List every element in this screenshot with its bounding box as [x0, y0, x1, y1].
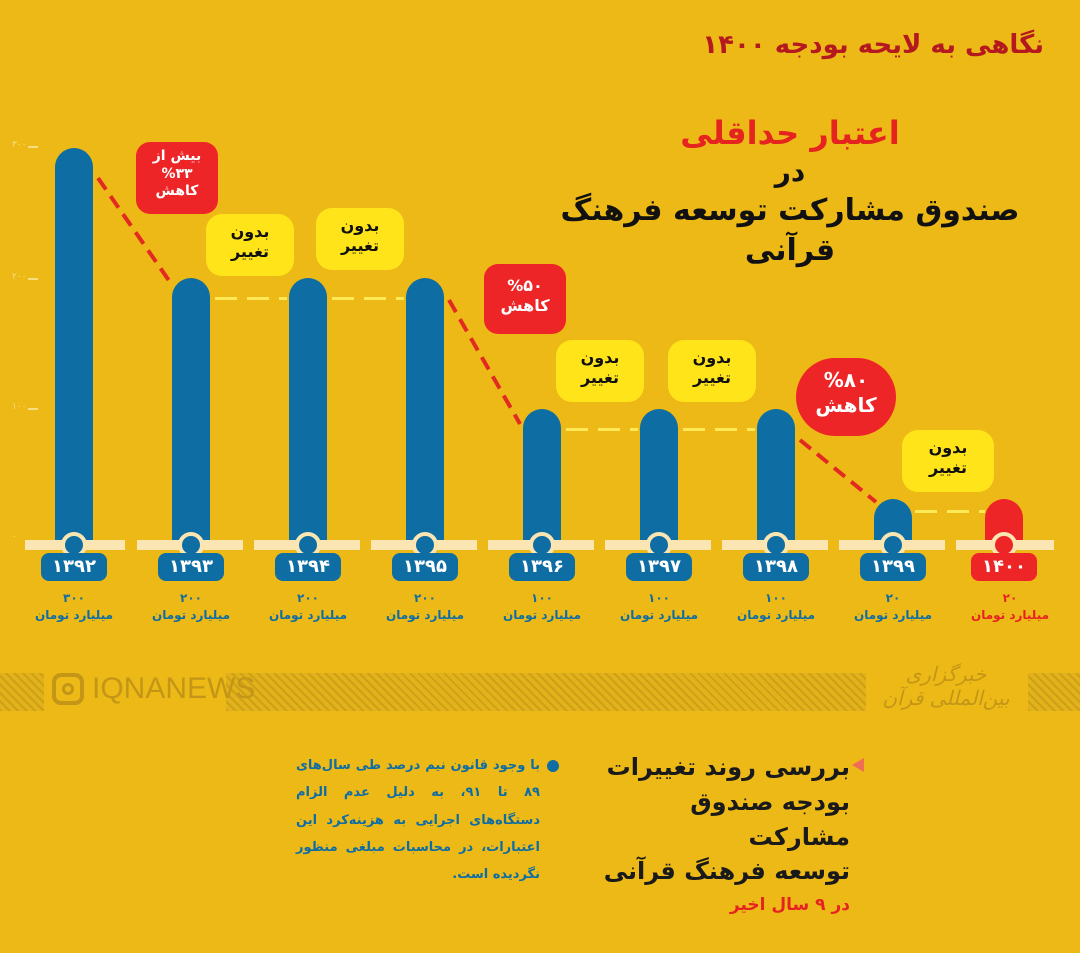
decrease-bubble-50: %۵۰ کاهش	[484, 264, 566, 334]
value-label: ۱۰۰ میلیارد تومان	[502, 591, 582, 622]
year-label: ۱۳۹۶	[509, 553, 575, 581]
instagram-handle: IQNANEWS	[92, 672, 256, 705]
no-change-bubble: بدون تغییر	[206, 214, 294, 276]
arrow-icon	[852, 758, 864, 772]
no-change-line	[683, 428, 755, 431]
y-tick-300: ۳۰۰	[12, 140, 27, 150]
y-tick-100: ۱۰۰	[12, 402, 27, 412]
year-label-highlight: ۱۴۰۰	[971, 553, 1037, 581]
y-tick-mark	[28, 408, 38, 410]
no-change-bubble: بدون تغییر	[902, 430, 994, 492]
bar-1395	[406, 278, 444, 545]
instagram-brand: IQNANEWS	[52, 672, 255, 706]
bar-1397	[640, 409, 678, 545]
bar-1393	[172, 278, 210, 545]
value-label: ۲۰ میلیارد تومان	[853, 591, 933, 622]
no-change-bubble: بدون تغییر	[316, 208, 404, 270]
no-change-bubble: بدون تغییر	[668, 340, 756, 402]
value-label: ۱۰۰ میلیارد تومان	[736, 591, 816, 622]
no-change-line	[215, 297, 287, 300]
y-tick-mark	[28, 146, 38, 148]
y-tick-mark	[28, 278, 38, 280]
no-change-line	[566, 428, 638, 431]
value-label: ۳۰۰ میلیارد تومان	[34, 591, 114, 622]
main-title-line1: اعتبار حداقلی	[680, 114, 900, 152]
no-change-bubble: بدون تغییر	[556, 340, 644, 402]
decrease-bubble-80: %۸۰ کاهش	[796, 358, 896, 436]
year-label: ۱۳۹۴	[275, 553, 341, 581]
pattern-band	[226, 673, 866, 711]
bar-1394	[289, 278, 327, 545]
bar-1398	[757, 409, 795, 545]
year-label: ۱۳۹۵	[392, 553, 458, 581]
year-label: ۱۳۹۹	[860, 553, 926, 581]
decrease-bubble-33: بیش از %۳۳ کاهش	[136, 142, 218, 214]
trend-lines	[96, 176, 878, 504]
top-title: نگاهی به لایحه بودجه ۱۴۰۰	[702, 30, 1044, 60]
value-label: ۲۰۰ میلیارد تومان	[268, 591, 348, 622]
year-label: ۱۳۹۳	[158, 553, 224, 581]
summary: بررسی روند تغییرات بودجه صندوق مشارکت تو…	[600, 750, 850, 918]
footnote: با وجود قانون نیم درصد طی سال‌های ۸۹ تا …	[296, 758, 540, 883]
main-title: اعتبار حداقلی در صندوق مشارکت توسعه فرهن…	[530, 112, 1050, 270]
no-change-line	[915, 510, 985, 513]
value-label-highlight: ۲۰ میلیارد تومان	[970, 591, 1050, 622]
main-title-line2: در	[774, 155, 806, 189]
year-label: ۱۳۹۷	[626, 553, 692, 581]
value-label: ۲۰۰ میلیارد تومان	[385, 591, 465, 622]
year-label: ۱۳۹۲	[41, 553, 107, 581]
year-label: ۱۳۹۸	[743, 553, 809, 581]
summary-subtitle: در ۹ سال اخیر	[729, 895, 850, 916]
pattern-band	[1028, 673, 1080, 711]
no-change-line	[332, 297, 404, 300]
pattern-band	[0, 673, 44, 711]
value-label: ۱۰۰ میلیارد تومان	[619, 591, 699, 622]
instagram-icon	[52, 673, 84, 705]
main-title-line3: صندوق مشارکت توسعه فرهنگ قرآنی	[560, 193, 1020, 268]
agency-logo: خبرگزاری بین‌المللی قرآن	[882, 662, 1010, 710]
value-label: ۲۰۰ میلیارد تومان	[151, 591, 231, 622]
bullet-icon	[547, 760, 559, 772]
bar-1392	[55, 148, 93, 545]
y-tick-0: ۰	[12, 532, 17, 542]
bar-1396	[523, 409, 561, 545]
y-tick-200: ۲۰۰	[12, 272, 27, 282]
